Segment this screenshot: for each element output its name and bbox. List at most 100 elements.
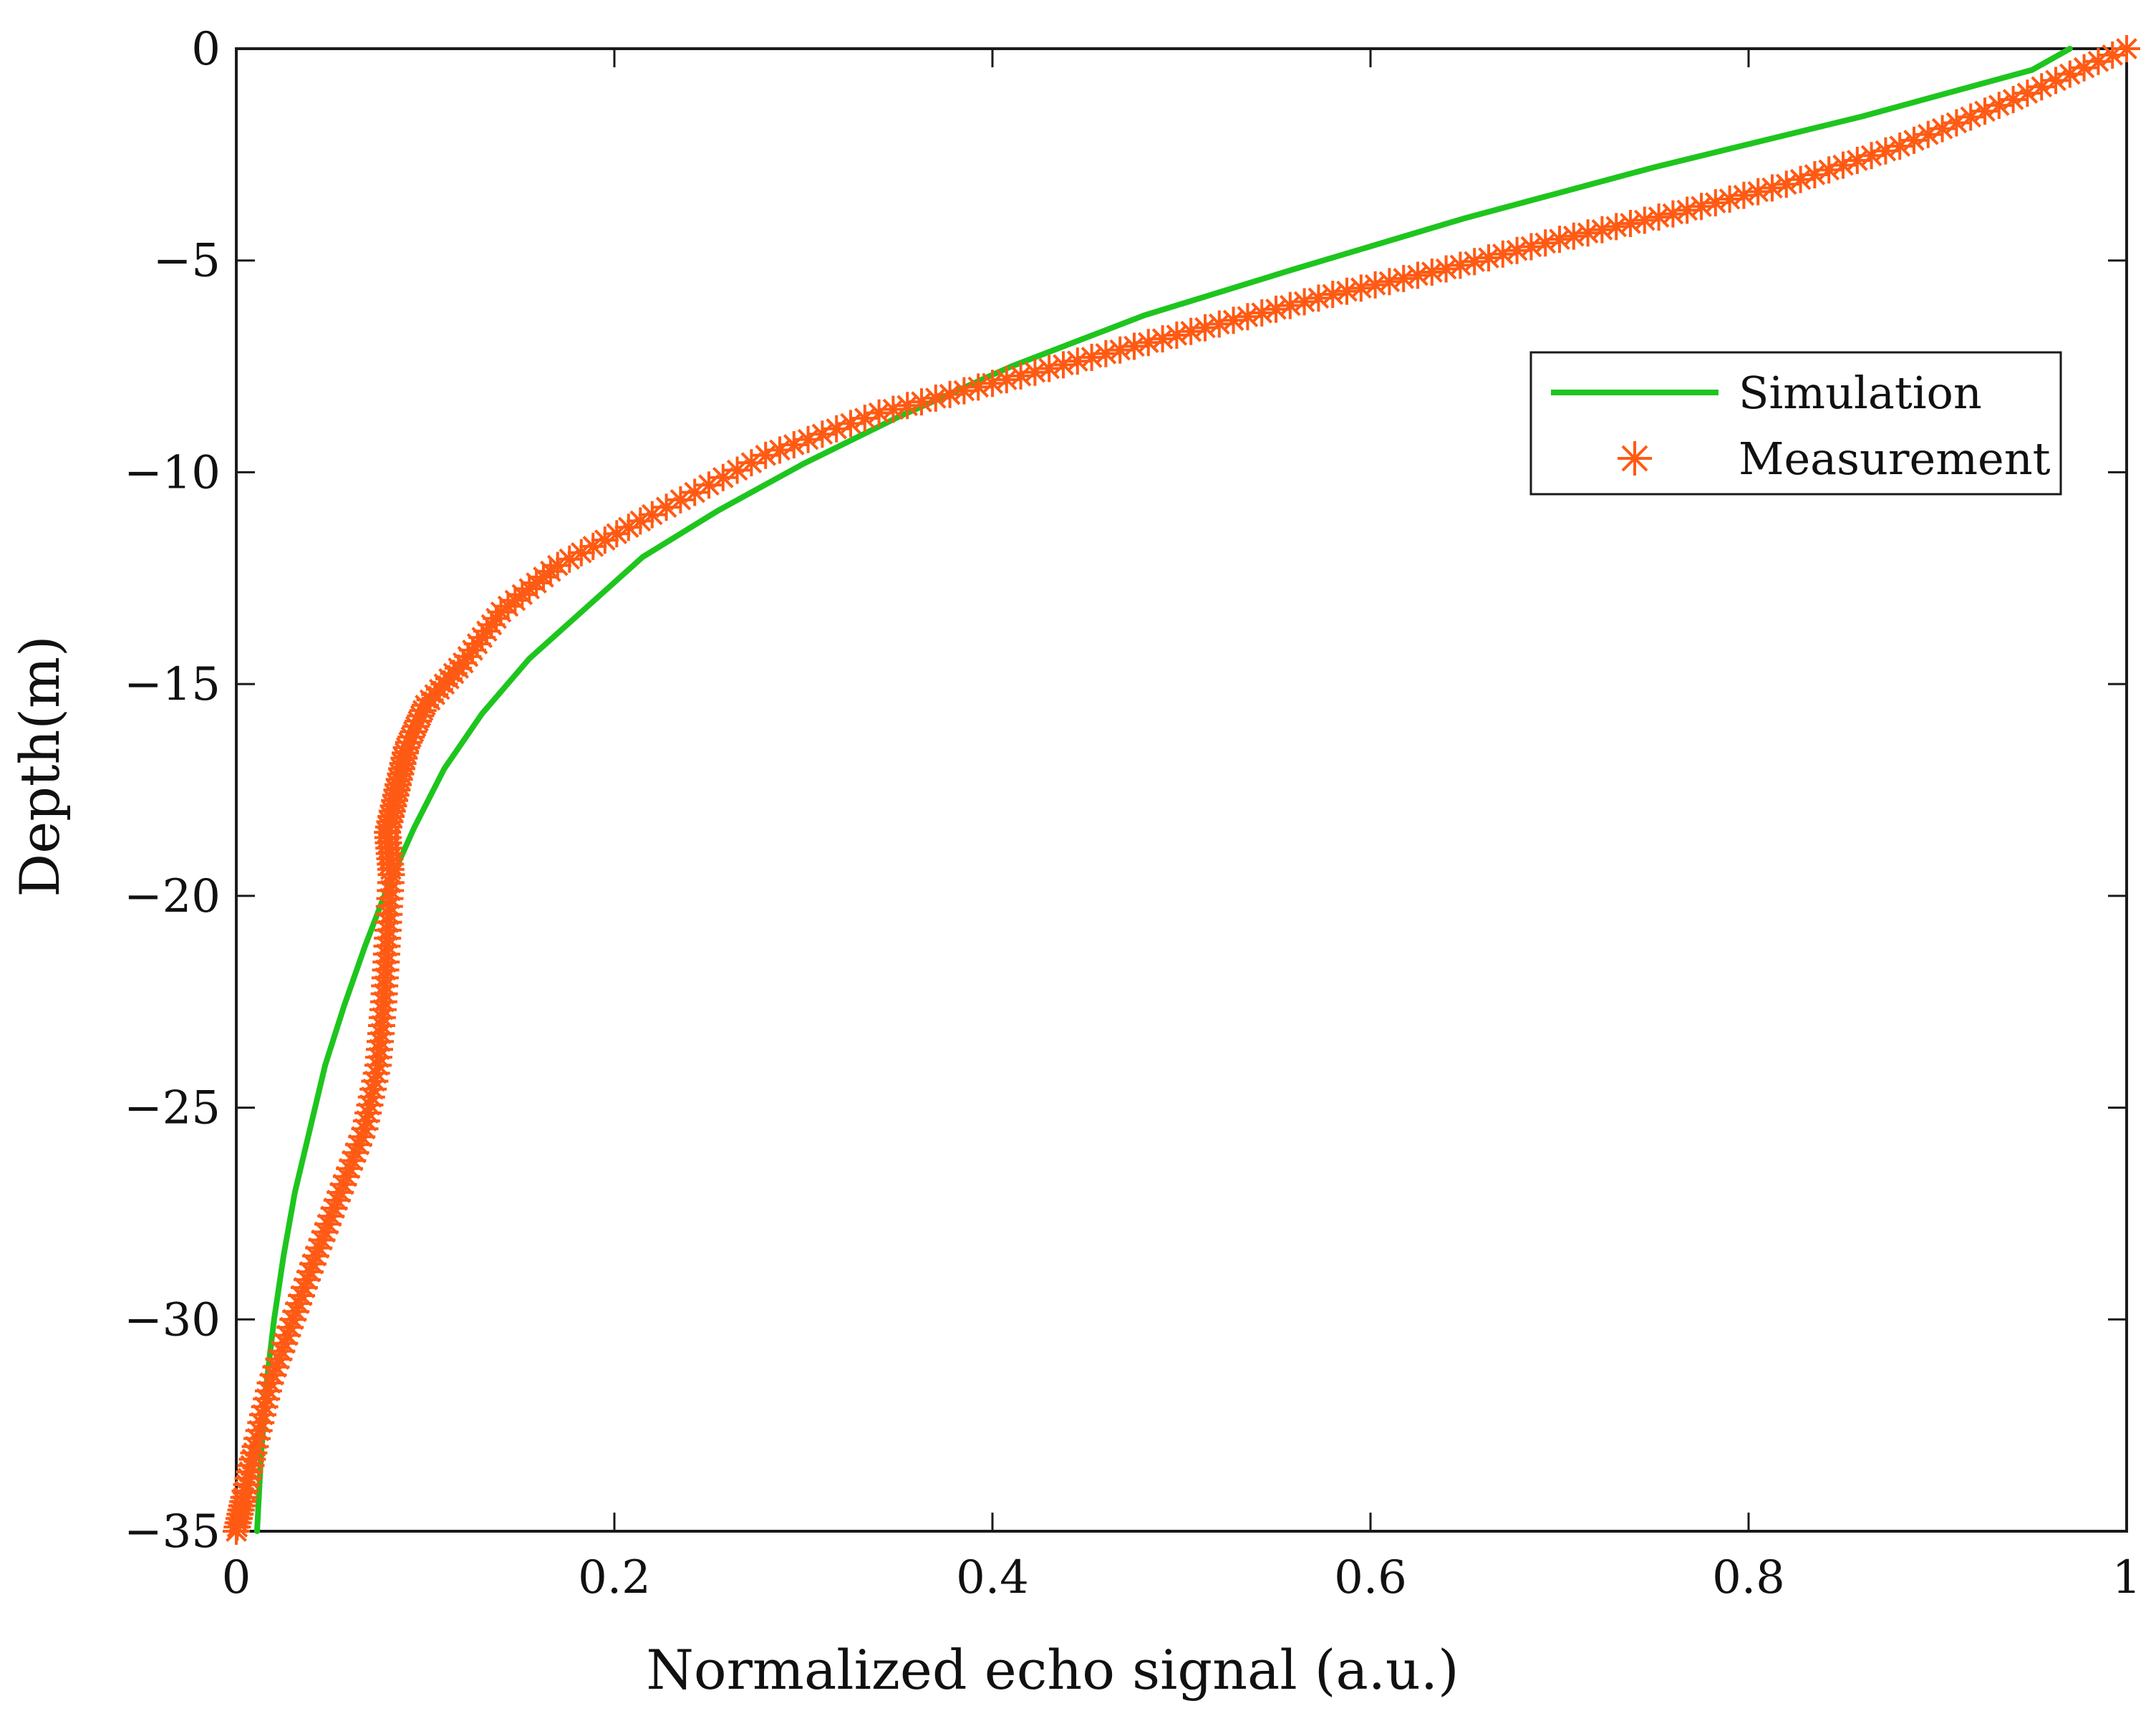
measurement-marker	[364, 1051, 392, 1079]
measurement-marker	[356, 1091, 384, 1119]
measurement-marker	[638, 501, 666, 529]
measurement-marker	[402, 713, 430, 741]
measurement-marker	[1985, 92, 2013, 120]
measurement-marker	[780, 431, 808, 458]
measurement-marker	[965, 373, 992, 401]
y-tick-label: −25	[124, 1082, 221, 1135]
measurement-marker	[591, 526, 619, 554]
measurement-marker	[249, 1401, 276, 1429]
measurement-marker	[285, 1290, 313, 1318]
measurement-marker	[979, 370, 1006, 397]
measurement-marker	[1319, 281, 1347, 308]
measurement-marker	[1418, 259, 1446, 286]
measurement-marker	[276, 1313, 304, 1341]
measurement-marker	[1021, 358, 1049, 386]
measurement-marker	[1390, 264, 1418, 292]
measurement-marker	[1177, 317, 1205, 345]
measurement-marker	[1121, 332, 1148, 360]
measurement-marker	[567, 539, 595, 567]
measurement-marker	[294, 1266, 321, 1293]
measurement-marker	[253, 1385, 281, 1413]
measurement-marker	[1035, 355, 1063, 382]
measurement-marker	[1957, 103, 1985, 131]
measurement-marker	[1943, 109, 1971, 137]
measurement-marker	[288, 1282, 316, 1309]
measurement-marker	[2070, 54, 2098, 82]
measurement-marker	[268, 1337, 296, 1365]
x-tick-label: 0.8	[1712, 1551, 1785, 1604]
measurement-marker	[305, 1234, 333, 1262]
measurement-marker	[1716, 185, 1744, 213]
measurement-marker	[1361, 271, 1389, 299]
measurement-marker	[1546, 226, 1573, 254]
measurement-marker	[1149, 325, 1176, 353]
measurement-marker	[320, 1195, 348, 1222]
measurement-marker	[332, 1162, 360, 1190]
measurement-marker	[1050, 351, 1077, 379]
measurement-marker	[1603, 213, 1630, 241]
measurement-marker	[308, 1226, 336, 1254]
measurement-marker	[314, 1210, 342, 1238]
x-tick-label: 1	[2112, 1551, 2142, 1604]
measurement-marker	[1432, 255, 1460, 283]
measurement-marker	[1759, 174, 1786, 202]
measurement-marker	[1461, 248, 1489, 276]
measurement-marker	[1191, 314, 1219, 342]
measurement-marker	[1914, 120, 1942, 148]
measurement-marker	[579, 532, 607, 560]
measurement-marker	[627, 507, 654, 535]
measurement-marker	[254, 1377, 282, 1405]
measurement-marker	[556, 545, 584, 573]
measurement-marker	[259, 1361, 287, 1389]
measurement-marker	[1404, 261, 1431, 289]
measurement-marker	[1078, 344, 1106, 371]
measurement-marker	[738, 449, 765, 477]
measurement-marker	[695, 471, 722, 499]
measurement-marker	[359, 1075, 387, 1103]
y-axis-label: Depth(m)	[8, 635, 72, 897]
measurement-marker	[1446, 251, 1474, 279]
measurement-marker	[265, 1345, 293, 1373]
measurement-marker	[2028, 73, 2056, 101]
measurement-marker	[1801, 161, 1829, 188]
measurement-marker	[1234, 303, 1262, 331]
measurement-marker	[879, 395, 907, 423]
measurement-marker	[908, 388, 935, 416]
y-tick-label: −30	[124, 1293, 221, 1346]
measurement-marker	[352, 1107, 380, 1135]
series-layer	[223, 35, 2140, 1545]
measurement-marker	[837, 410, 864, 438]
measurement-marker	[1347, 274, 1375, 302]
measurement-marker	[1857, 142, 1885, 170]
measurement-marker	[1688, 193, 1715, 221]
measurement-marker	[405, 707, 432, 735]
measurement-marker	[1163, 322, 1191, 349]
measurement-marker	[1205, 310, 1233, 338]
measurement-marker	[1305, 284, 1333, 312]
y-tick-label: 0	[191, 23, 221, 76]
measurement-marker	[865, 399, 893, 427]
measurement-marker	[344, 1131, 372, 1159]
measurement-marker	[1815, 156, 1843, 184]
measurement-marker	[256, 1369, 284, 1397]
measurement-marker	[1134, 329, 1162, 357]
y-tick-label: −15	[124, 658, 221, 711]
measurement-marker	[348, 1123, 376, 1151]
measurement-marker	[296, 1258, 324, 1286]
x-tick-label: 0.4	[956, 1551, 1029, 1604]
measurement-marker	[1475, 244, 1502, 271]
measurement-marker	[1659, 200, 1687, 228]
measurement-marker	[2056, 60, 2084, 88]
measurement-marker	[936, 380, 964, 408]
measurement-marker	[362, 1059, 390, 1087]
measurement-marker	[1701, 189, 1729, 217]
measurement-marker	[1843, 147, 1871, 174]
measurement-marker	[652, 493, 680, 521]
measurement-marker	[1560, 222, 1587, 250]
measurement-marker	[1290, 288, 1318, 316]
measurement-marker	[1503, 236, 1531, 264]
measurement-marker	[1886, 132, 1914, 160]
measurement-marker	[1744, 178, 1772, 206]
measurement-marker	[1971, 97, 1998, 125]
measurement-marker	[1333, 277, 1360, 305]
